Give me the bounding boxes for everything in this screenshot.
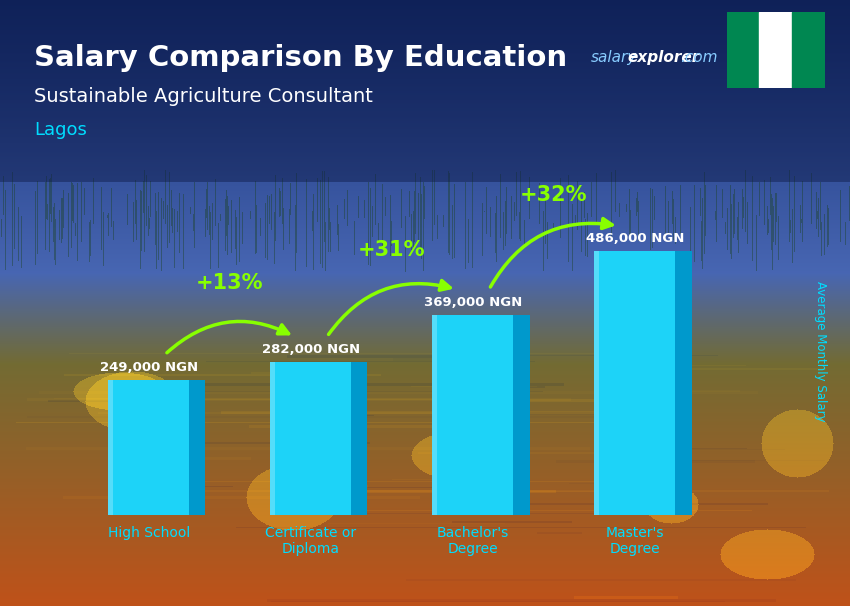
- Text: .com: .com: [680, 50, 717, 65]
- Text: +31%: +31%: [358, 240, 426, 260]
- Text: Salary Comparison By Education: Salary Comparison By Education: [34, 44, 567, 72]
- Bar: [270, 362, 351, 515]
- Bar: [792, 12, 824, 88]
- Polygon shape: [433, 315, 437, 515]
- Bar: [594, 251, 676, 515]
- Bar: [108, 380, 190, 515]
- FancyArrowPatch shape: [329, 281, 450, 335]
- Polygon shape: [513, 315, 530, 515]
- Polygon shape: [108, 380, 113, 515]
- FancyArrowPatch shape: [167, 321, 288, 353]
- Bar: [759, 12, 792, 88]
- Text: salary: salary: [591, 50, 637, 65]
- Polygon shape: [351, 362, 367, 515]
- Text: Lagos: Lagos: [34, 121, 87, 139]
- Text: 249,000 NGN: 249,000 NGN: [99, 361, 198, 374]
- Bar: [433, 315, 513, 515]
- Polygon shape: [270, 362, 275, 515]
- Text: +32%: +32%: [520, 185, 587, 205]
- Text: +13%: +13%: [196, 273, 264, 293]
- Text: explorer: explorer: [627, 50, 700, 65]
- Bar: [727, 12, 759, 88]
- Text: Average Monthly Salary: Average Monthly Salary: [813, 281, 827, 422]
- FancyArrowPatch shape: [490, 219, 612, 287]
- Text: 369,000 NGN: 369,000 NGN: [423, 296, 522, 309]
- Text: 486,000 NGN: 486,000 NGN: [586, 232, 684, 245]
- Text: Sustainable Agriculture Consultant: Sustainable Agriculture Consultant: [34, 87, 373, 107]
- Polygon shape: [190, 380, 206, 515]
- Polygon shape: [594, 251, 599, 515]
- Polygon shape: [676, 251, 692, 515]
- Text: 282,000 NGN: 282,000 NGN: [262, 343, 360, 356]
